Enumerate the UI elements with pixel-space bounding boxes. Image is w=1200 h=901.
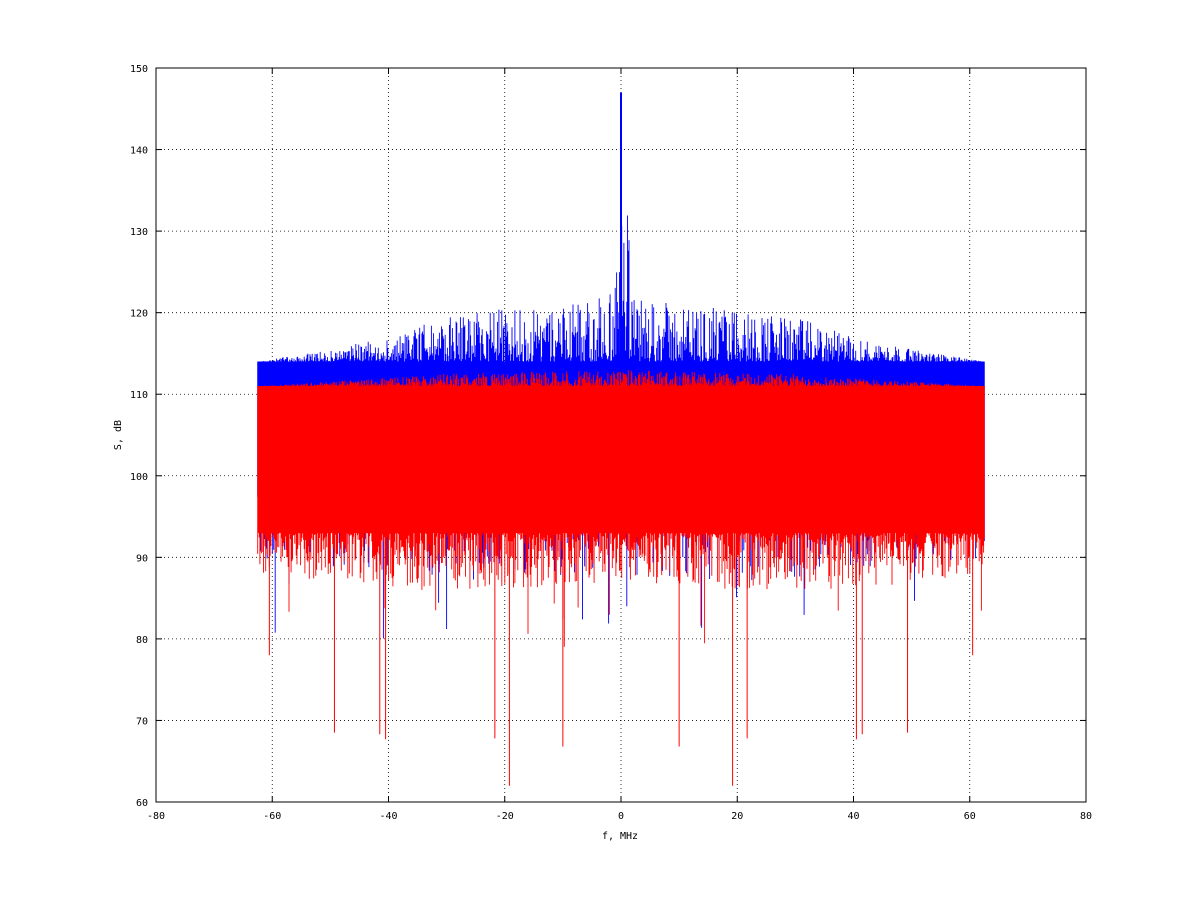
series-spectrum-trace (257, 370, 985, 647)
x-tick-label: -20 (496, 811, 514, 822)
series-layer (257, 92, 985, 786)
x-tick-label: -60 (263, 811, 281, 822)
x-tick-label: -40 (379, 811, 397, 822)
y-axis-label: S, dB (113, 420, 124, 450)
y-tick-label: 80 (136, 635, 148, 646)
y-tick-label: 120 (130, 309, 148, 320)
x-tick-label: 80 (1080, 811, 1092, 822)
y-tick-label: 110 (130, 390, 148, 401)
x-tick-label: 60 (964, 811, 976, 822)
axis-ticks: -80 -60 -40 -20 0 20 40 60 80 60 70 80 90 100 110 120 13… (130, 64, 1092, 822)
series-red (257, 370, 985, 786)
x-tick-label: -80 (147, 811, 165, 822)
y-tick-label: 130 (130, 227, 148, 238)
y-tick-label: 60 (136, 798, 148, 809)
x-axis-label: f, MHz (602, 831, 638, 842)
x-tick-label: 20 (731, 811, 743, 822)
y-tick-label: 140 (130, 146, 148, 157)
x-tick-label: 0 (618, 811, 624, 822)
x-tick-label: 40 (847, 811, 859, 822)
y-tick-label: 70 (136, 716, 148, 727)
y-tick-label: 150 (130, 64, 148, 75)
y-tick-label: 90 (136, 553, 148, 564)
y-tick-label: 100 (130, 472, 148, 483)
